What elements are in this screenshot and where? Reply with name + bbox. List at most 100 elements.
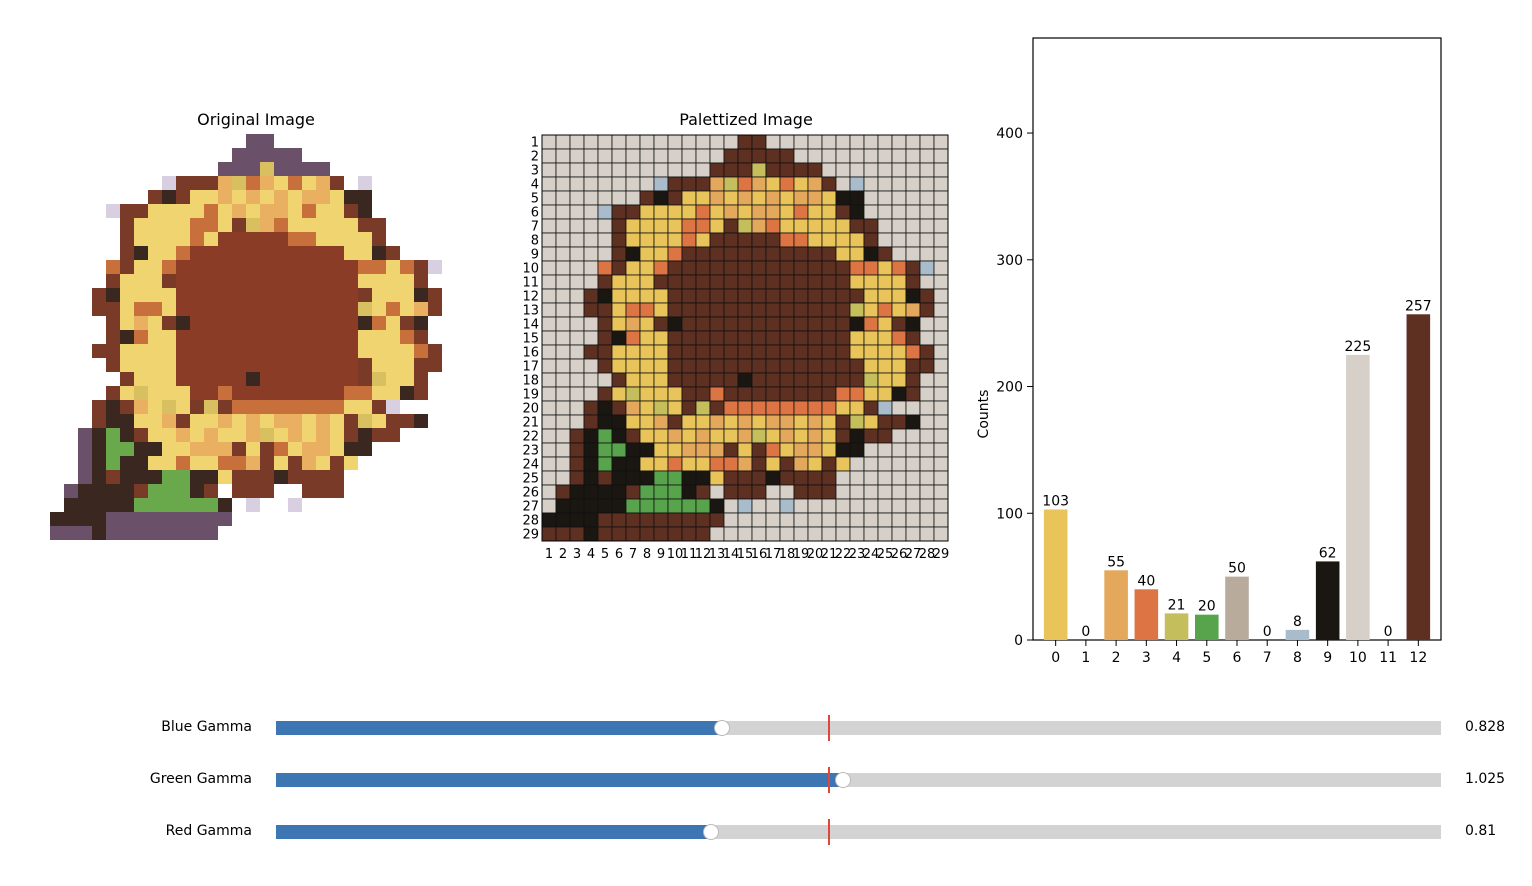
image-pixel bbox=[372, 260, 386, 274]
image-pixel bbox=[204, 484, 218, 498]
image-pixel bbox=[106, 470, 120, 484]
grid-cell bbox=[639, 162, 655, 178]
image-pixel bbox=[260, 386, 274, 400]
image-pixel bbox=[190, 484, 204, 498]
grid-cell bbox=[611, 470, 627, 486]
grid-cell bbox=[793, 344, 809, 360]
green-gamma-value: 1.025 bbox=[1465, 771, 1506, 787]
grid-cell bbox=[723, 442, 739, 458]
grid-cell bbox=[737, 288, 753, 304]
grid-cell bbox=[681, 456, 697, 472]
grid-cell bbox=[807, 498, 823, 514]
image-pixel bbox=[316, 344, 330, 358]
grid-cell bbox=[905, 428, 921, 444]
grid-cell bbox=[807, 414, 823, 430]
grid-cell bbox=[765, 288, 781, 304]
grid-cell bbox=[667, 470, 683, 486]
grid-cell bbox=[639, 204, 655, 220]
grid-cell bbox=[919, 190, 935, 206]
image-pixel bbox=[316, 218, 330, 232]
grid-cell bbox=[583, 512, 599, 528]
grid-cell bbox=[919, 134, 935, 150]
grid-cell bbox=[793, 498, 809, 514]
grid-cell bbox=[821, 484, 837, 500]
grid-cell bbox=[877, 344, 893, 360]
grid-cell bbox=[737, 372, 753, 388]
green-gamma-slider[interactable] bbox=[276, 767, 1441, 793]
grid-cell bbox=[849, 176, 865, 192]
image-pixel bbox=[92, 470, 106, 484]
grid-cell bbox=[723, 204, 739, 220]
grid-cell bbox=[569, 190, 585, 206]
grid-cell bbox=[919, 428, 935, 444]
grid-cell bbox=[555, 232, 571, 248]
image-pixel bbox=[260, 470, 274, 484]
grid-cell bbox=[821, 260, 837, 276]
red-gamma-handle[interactable] bbox=[703, 824, 720, 840]
grid-cell bbox=[541, 526, 557, 542]
grid-cell bbox=[765, 414, 781, 430]
grid-cell bbox=[863, 512, 879, 528]
grid-cell bbox=[555, 526, 571, 542]
grid-cell bbox=[709, 498, 725, 514]
grid-cell bbox=[723, 190, 739, 206]
grid-cell bbox=[709, 232, 725, 248]
grid-cell bbox=[611, 358, 627, 374]
grid-cell bbox=[891, 358, 907, 374]
image-pixel bbox=[134, 274, 148, 288]
grid-cell bbox=[821, 470, 837, 486]
image-pixel bbox=[190, 288, 204, 302]
grid-cell bbox=[779, 498, 795, 514]
image-pixel bbox=[106, 400, 120, 414]
column-tick-label: 16 bbox=[751, 547, 768, 562]
image-pixel bbox=[148, 288, 162, 302]
blue-gamma-value: 0.828 bbox=[1465, 719, 1506, 735]
grid-cell bbox=[905, 512, 921, 528]
image-pixel bbox=[344, 218, 358, 232]
image-pixel bbox=[358, 204, 372, 218]
grid-cell bbox=[849, 218, 865, 234]
grid-cell bbox=[723, 512, 739, 528]
histogram-bar bbox=[1285, 629, 1310, 640]
image-pixel bbox=[218, 162, 232, 176]
grid-cell bbox=[611, 218, 627, 234]
image-pixel bbox=[232, 288, 246, 302]
grid-cell bbox=[821, 414, 837, 430]
image-pixel bbox=[316, 372, 330, 386]
blue-gamma-slider[interactable] bbox=[276, 715, 1441, 741]
green-gamma-fill bbox=[276, 773, 844, 787]
grid-cell bbox=[877, 316, 893, 332]
image-pixel bbox=[288, 190, 302, 204]
grid-cell bbox=[611, 260, 627, 276]
image-pixel bbox=[288, 232, 302, 246]
row-tick-label: 9 bbox=[531, 248, 539, 263]
grid-cell bbox=[709, 148, 725, 164]
image-pixel bbox=[344, 232, 358, 246]
image-pixel bbox=[400, 414, 414, 428]
row-tick-label: 17 bbox=[522, 360, 539, 375]
grid-cell bbox=[695, 148, 711, 164]
grid-cell bbox=[919, 260, 935, 276]
image-pixel bbox=[316, 330, 330, 344]
image-pixel bbox=[218, 316, 232, 330]
image-pixel bbox=[162, 358, 176, 372]
image-pixel bbox=[134, 414, 148, 428]
image-pixel bbox=[316, 386, 330, 400]
image-pixel bbox=[176, 190, 190, 204]
red-gamma-slider[interactable] bbox=[276, 819, 1441, 845]
grid-cell bbox=[807, 148, 823, 164]
grid-cell bbox=[667, 358, 683, 374]
grid-cell bbox=[611, 484, 627, 500]
grid-cell bbox=[597, 498, 613, 514]
green-gamma-handle[interactable] bbox=[835, 772, 852, 788]
image-pixel bbox=[148, 302, 162, 316]
histogram-frame bbox=[1032, 37, 1442, 641]
row-tick-label: 16 bbox=[522, 346, 539, 361]
x-tick-label: 9 bbox=[1323, 650, 1332, 666]
image-pixel bbox=[288, 344, 302, 358]
image-pixel bbox=[246, 302, 260, 316]
grid-cell bbox=[905, 148, 921, 164]
blue-gamma-handle[interactable] bbox=[714, 720, 731, 736]
image-pixel bbox=[120, 442, 134, 456]
grid-cell bbox=[555, 274, 571, 290]
